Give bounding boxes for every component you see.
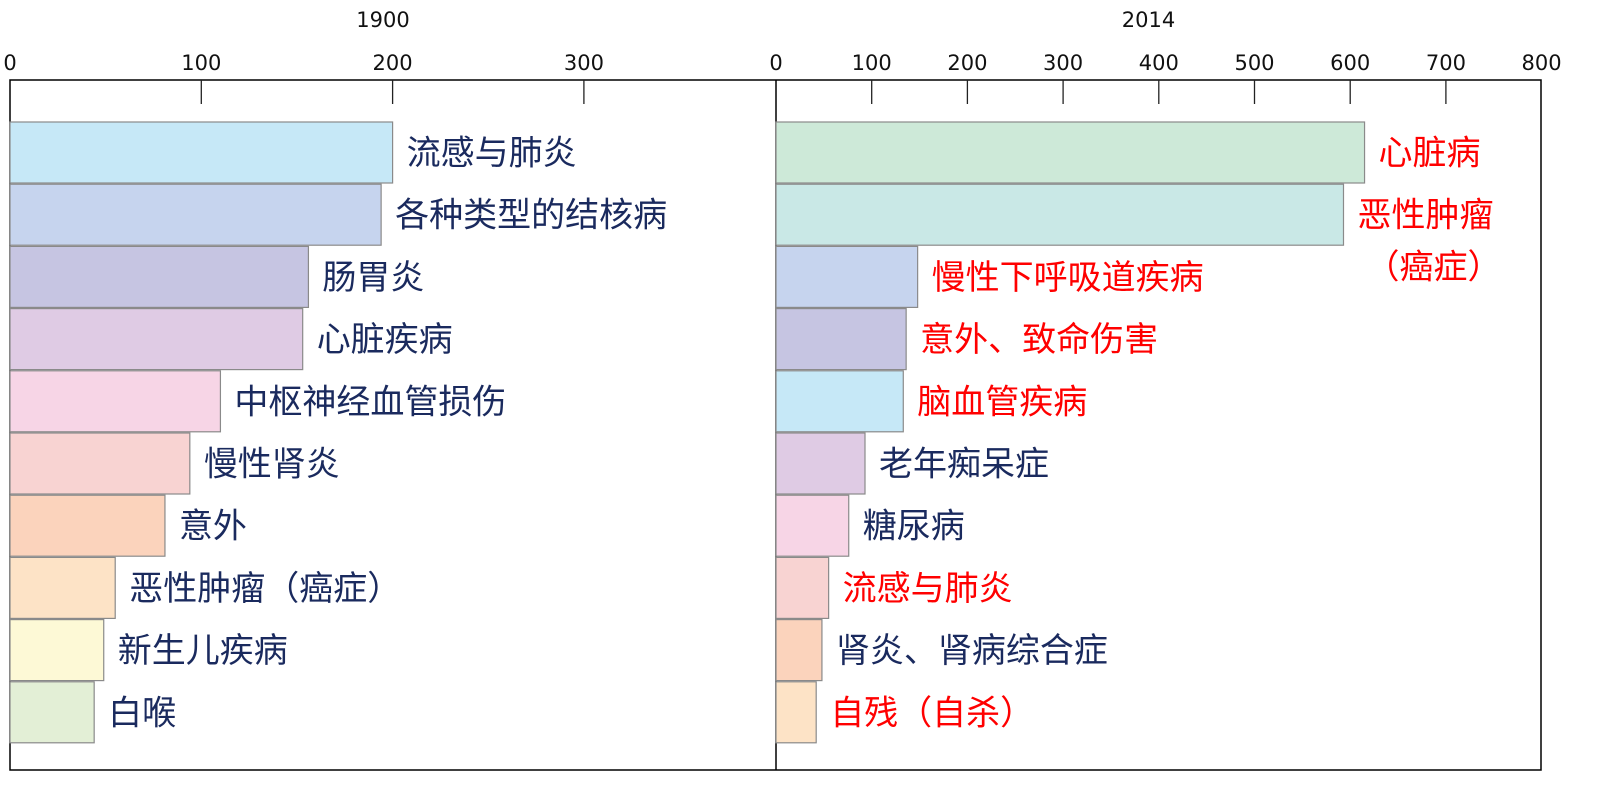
x-tick-label: 100 xyxy=(852,51,892,75)
x-tick-label: 300 xyxy=(1043,51,1083,75)
x-tick-label: 0 xyxy=(3,51,16,75)
bar xyxy=(775,556,830,620)
bar xyxy=(9,556,116,620)
bar-label: 意外、致命伤害 xyxy=(920,320,1158,360)
bar-label: 心脏疾病 xyxy=(317,320,453,360)
bar-label: 自残（自杀） xyxy=(830,693,1034,733)
bar-label: 流感与肺炎 xyxy=(843,569,1013,609)
bar-label: 肾炎、肾病综合症 xyxy=(836,631,1108,671)
bar-label: 慢性下呼吸道疾病 xyxy=(932,258,1204,298)
x-tick-label: 200 xyxy=(373,51,413,75)
bar xyxy=(775,432,866,495)
bar-label: 脑血管疾病 xyxy=(917,382,1087,422)
bar xyxy=(775,183,1345,246)
bar xyxy=(775,494,850,557)
bar xyxy=(9,308,304,371)
bar-label: 慢性肾炎 xyxy=(204,445,340,485)
bar xyxy=(9,370,222,433)
bar-label: 糖尿病 xyxy=(863,507,965,547)
bar-label: 老年痴呆症 xyxy=(879,445,1049,485)
bar-label: 心脏病 xyxy=(1379,134,1481,174)
bar-label: 恶性肿瘤（癌症） xyxy=(129,569,401,609)
panel-title: 2014 xyxy=(1122,8,1175,32)
panel-1900: 1900 0 100 200 300 流感与肺炎各种类型的结核病肠胃炎心脏疾病中枢神经血管… xyxy=(3,8,667,744)
bar-label: 白喉 xyxy=(108,693,176,733)
bar-label: 新生儿疾病 xyxy=(118,631,288,671)
bar xyxy=(9,494,166,557)
bar xyxy=(775,245,919,308)
x-tick-label: 600 xyxy=(1330,51,1370,75)
bar xyxy=(9,681,95,744)
bar xyxy=(775,681,817,744)
bar xyxy=(775,308,907,371)
x-tick-label: 500 xyxy=(1234,51,1274,75)
bar xyxy=(9,121,394,184)
bar-label: 恶性肿瘤 xyxy=(1358,196,1494,236)
bar xyxy=(9,618,105,682)
panel-title: 1900 xyxy=(356,8,409,32)
bar-label: 流感与肺炎 xyxy=(407,134,577,174)
bar-label: 肠胃炎 xyxy=(322,258,424,298)
bar xyxy=(9,432,191,495)
bar xyxy=(9,183,382,246)
bar-label: 各种类型的结核病 xyxy=(395,196,667,236)
x-tick-label: 200 xyxy=(947,51,987,75)
bar xyxy=(775,370,904,433)
x-tick-label: 400 xyxy=(1139,51,1179,75)
bar xyxy=(775,618,823,682)
bar xyxy=(9,245,310,308)
x-tick-label: 700 xyxy=(1426,51,1466,75)
bar-label-line2: （癌症） xyxy=(1366,248,1502,288)
x-tick-label: 0 xyxy=(769,51,782,75)
bar-label: 中枢神经血管损伤 xyxy=(234,382,506,422)
bar-label: 意外 xyxy=(179,507,247,547)
bar xyxy=(775,121,1366,184)
x-tick-label: 100 xyxy=(181,51,221,75)
x-tick-label: 300 xyxy=(564,51,604,75)
x-tick-label: 800 xyxy=(1522,51,1562,75)
